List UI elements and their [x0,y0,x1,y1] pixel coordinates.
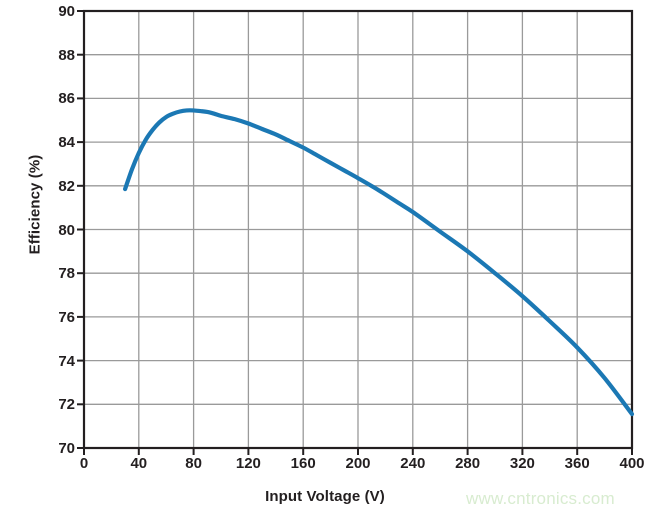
gridlines [84,11,632,448]
x-tick-label: 40 [130,455,148,472]
y-tick-label: 72 [58,396,75,414]
x-tick-label: 240 [400,455,426,472]
efficiency-curve [123,108,635,417]
x-tick-label: 80 [185,455,202,472]
x-tick-label: 0 [79,455,89,472]
x-tick-label: 280 [455,455,481,472]
watermark-text: www.cntronics.com [466,489,615,508]
x-tick-label: 160 [290,455,316,472]
y-tick-label: 88 [58,46,75,64]
y-tick-label: 70 [58,440,75,457]
x-axis-title: Input Voltage (V) [265,488,385,505]
y-tick-label: 84 [58,134,75,152]
x-tick-label: 400 [619,455,645,472]
y-tick-label: 82 [58,177,75,195]
y-axis-tick-labels: 70 72 74 76 78 80 82 84 86 88 90 [35,0,75,518]
axis-tick-marks [77,10,633,455]
y-tick-label: 86 [58,90,75,108]
x-tick-label: 320 [509,455,535,472]
x-tick-label: 200 [345,455,371,472]
x-tick-label: 120 [235,455,261,472]
plot-frame [82,9,634,450]
y-tick-label: 76 [58,308,75,326]
y-tick-label: 74 [58,352,75,370]
x-tick-label: 360 [564,455,590,472]
y-tick-label: 80 [58,221,75,239]
y-tick-label: 90 [58,3,75,20]
y-tick-label: 78 [58,265,75,283]
